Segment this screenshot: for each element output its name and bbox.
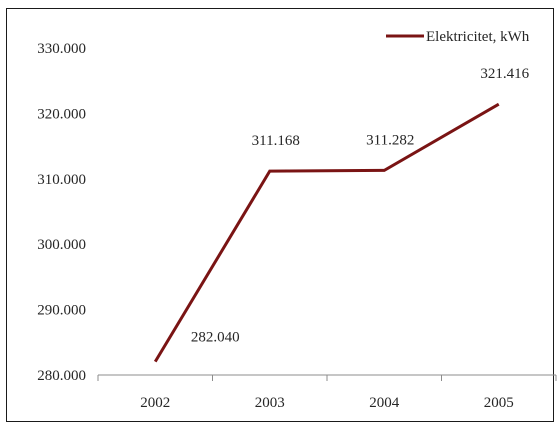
data-label: 311.282 — [366, 132, 414, 148]
data-label: 282.040 — [191, 330, 240, 346]
y-tick-label: 320.000 — [37, 106, 86, 122]
y-tick-label: 280.000 — [37, 368, 86, 384]
y-axis-tick-labels: 280.000 290.000 300.000 310.000 320.000 330.0… — [37, 41, 86, 384]
data-label: 311.168 — [252, 133, 300, 149]
y-tick-label: 300.000 — [37, 237, 86, 253]
x-tick-label: 2003 — [255, 395, 285, 411]
legend-label: Elektricitet, kWh — [426, 29, 530, 45]
y-tick-label: 310.000 — [37, 172, 86, 188]
data-labels: 282.040 311.168 311.282 321.416 — [191, 66, 530, 346]
series-layer — [153, 102, 500, 363]
x-tick-label: 2004 — [369, 395, 400, 411]
chart-frame — [6, 8, 554, 422]
series-line — [153, 102, 500, 363]
x-tick-label: 2005 — [484, 395, 514, 411]
x-axis: 2002 2003 2004 2005 — [97, 374, 557, 411]
legend: Elektricitet, kWh — [386, 29, 530, 45]
x-tick-label: 2002 — [140, 395, 170, 411]
y-tick-label: 290.000 — [37, 303, 86, 319]
data-label: 321.416 — [480, 66, 529, 82]
y-tick-label: 330.000 — [37, 41, 86, 57]
